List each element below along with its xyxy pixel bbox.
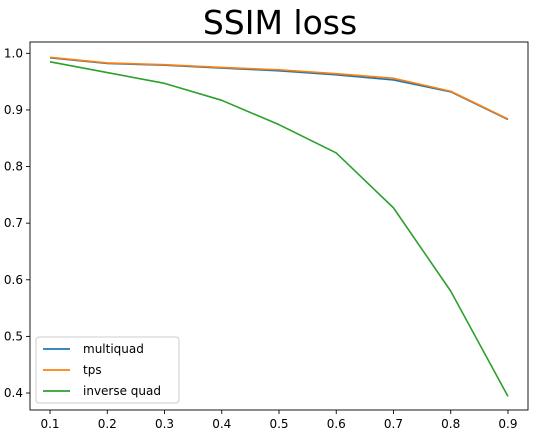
x-tick-label: 0.1 xyxy=(40,417,59,431)
y-tick-label: 0.6 xyxy=(4,273,23,287)
y-tick-label: 0.8 xyxy=(4,160,23,174)
legend-label: inverse quad xyxy=(83,384,161,398)
axes: 0.1 0.2 0.3 0.4 0.5 0.6 0.7 0.8 0.9 0.4 0.5 0.6 0.7 0… xyxy=(4,41,529,431)
x-tick-label: 0.4 xyxy=(212,417,231,431)
series-lines xyxy=(49,56,509,397)
x-tick-label: 0.5 xyxy=(269,417,288,431)
legend-label: tps xyxy=(83,363,102,377)
x-tick-label: 0.9 xyxy=(498,417,517,431)
x-tick-label: 0.6 xyxy=(327,417,346,431)
y-tick-label: 1.0 xyxy=(4,46,23,60)
legend-label: multiquad xyxy=(83,342,144,356)
chart-title: SSIM loss xyxy=(203,3,357,42)
series-line-tps xyxy=(49,56,509,120)
y-tick-label: 0.5 xyxy=(4,329,23,343)
y-tick-label: 0.7 xyxy=(4,216,23,230)
series-line-inverse-quad xyxy=(49,61,509,397)
y-tick-label: 0.4 xyxy=(4,386,23,400)
legend-box xyxy=(35,336,180,404)
y-tick-label: 0.9 xyxy=(4,103,23,117)
x-tick-label: 0.7 xyxy=(384,417,403,431)
legend: multiquad tps inverse quad xyxy=(35,336,180,404)
x-tick-label: 0.2 xyxy=(98,417,117,431)
x-tick-label: 0.3 xyxy=(155,417,174,431)
x-tick-label: 0.8 xyxy=(441,417,460,431)
